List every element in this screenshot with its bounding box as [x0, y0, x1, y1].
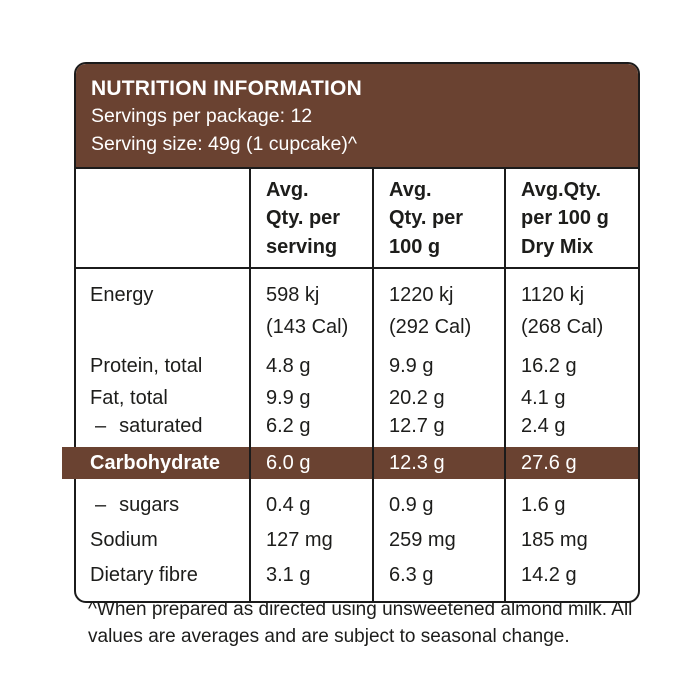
header-line: Avg. [389, 178, 432, 201]
row-label-text: Carbohydrate [90, 452, 221, 475]
header-cell-per-100g-dry-mix: Avg.Qty. per 100 g Dry Mix [504, 168, 638, 270]
row-fat-saturated: – saturated 6.2 g 12.7 g 2.4 g [76, 412, 638, 448]
value-cell: 4.8 g [249, 348, 373, 383]
value-cell: 6.3 g [372, 557, 505, 602]
serving-size: Serving size: 49g (1 cupcake)^ [91, 132, 358, 155]
row-energy: Energy 598 kj (143 Cal) 1220 kj (292 Cal… [76, 268, 638, 349]
row-label: Fat, total [90, 387, 168, 410]
row-dietary-fibre: Dietary fibre 3.1 g 6.3 g 14.2 g [76, 557, 638, 602]
header-cell-per-100g: Avg. Qty. per 100 g [372, 168, 505, 270]
value-cell: 16.2 g [504, 348, 638, 383]
header-line: Avg. [266, 178, 309, 201]
value-line: 1220 kj [389, 284, 454, 307]
table-header-row: Avg. Qty. per serving Avg. Qty. per 100 … [76, 168, 638, 270]
value-cell: 6.2 g [249, 412, 373, 448]
row-fat-total: Fat, total 9.9 g 20.2 g 4.1 g [76, 382, 638, 413]
row-protein-total: Protein, total 4.8 g 9.9 g 16.2 g [76, 348, 638, 383]
header-cell-empty [76, 168, 250, 270]
servings-per-package: Servings per package: 12 [91, 105, 313, 128]
header-line: 100 g [389, 235, 441, 258]
row-label: – sugars [76, 479, 250, 522]
row-label: Dietary fibre [90, 564, 198, 587]
header-line: Qty. per [266, 207, 341, 230]
value-line: (292 Cal) [389, 316, 472, 339]
value-cell: 0.9 g [372, 479, 505, 523]
subitem-dash: – [95, 494, 107, 517]
highlight-band-extension [62, 447, 76, 480]
row-label: Sodium [90, 529, 158, 552]
value-line: (268 Cal) [521, 316, 604, 339]
row-carbohydrate-sugars: – sugars 0.4 g 0.9 g 1.6 g [76, 479, 638, 523]
header-line: Dry Mix [521, 235, 594, 258]
nutrition-panel: NUTRITION INFORMATION Servings per packa… [62, 62, 640, 604]
header-cell-per-serving: Avg. Qty. per serving [249, 168, 373, 270]
value-cell: 14.2 g [504, 557, 638, 602]
value-cell: 9.9 g [249, 382, 373, 413]
nutrition-table: Avg. Qty. per serving Avg. Qty. per 100 … [62, 168, 638, 602]
value-cell: 12.3 g [372, 447, 505, 480]
value-cell: 12.7 g [372, 412, 505, 448]
value-line: (143 Cal) [266, 316, 349, 339]
value-cell: 3.1 g [249, 557, 373, 602]
value-cell: 598 kj (143 Cal) [249, 268, 373, 349]
header-line: Qty. per [389, 207, 464, 230]
panel-header: NUTRITION INFORMATION Servings per packa… [76, 64, 638, 169]
value-cell: 127 mg [249, 522, 373, 558]
header-line: Avg.Qty. [521, 178, 602, 201]
value-line: 598 kj [266, 284, 320, 307]
value-cell: 2.4 g [504, 412, 638, 448]
value-line: 1120 kj [521, 284, 585, 307]
value-cell: 4.1 g [504, 382, 638, 413]
value-cell: 0.4 g [249, 479, 373, 523]
value-cell: 185 mg [504, 522, 638, 558]
footnote: ^When prepared as directed using unsweet… [88, 599, 633, 647]
value-cell: 1220 kj (292 Cal) [372, 268, 505, 349]
row-label: Protein, total [90, 355, 203, 378]
row-label: Energy [90, 284, 154, 307]
value-cell: 9.9 g [372, 348, 505, 383]
subitem-dash: – [95, 415, 107, 438]
panel-title: NUTRITION INFORMATION [91, 77, 362, 100]
row-carbohydrate-highlighted: Carbohydrate 6.0 g 12.3 g 27.6 g [62, 447, 638, 480]
row-sodium: Sodium 127 mg 259 mg 185 mg [76, 522, 638, 558]
header-line: serving [266, 235, 338, 258]
row-label-text: saturated [119, 415, 203, 438]
value-cell: 6.0 g [249, 447, 373, 480]
value-cell: 259 mg [372, 522, 505, 558]
row-label: – saturated [76, 412, 250, 447]
value-cell: 27.6 g [504, 447, 638, 480]
row-label-text: sugars [119, 494, 180, 517]
value-cell: 1120 kj (268 Cal) [504, 268, 638, 349]
row-label: Carbohydrate [62, 447, 250, 480]
value-cell: 20.2 g [372, 382, 505, 413]
value-cell: 1.6 g [504, 479, 638, 523]
header-line: per 100 g [521, 207, 609, 230]
